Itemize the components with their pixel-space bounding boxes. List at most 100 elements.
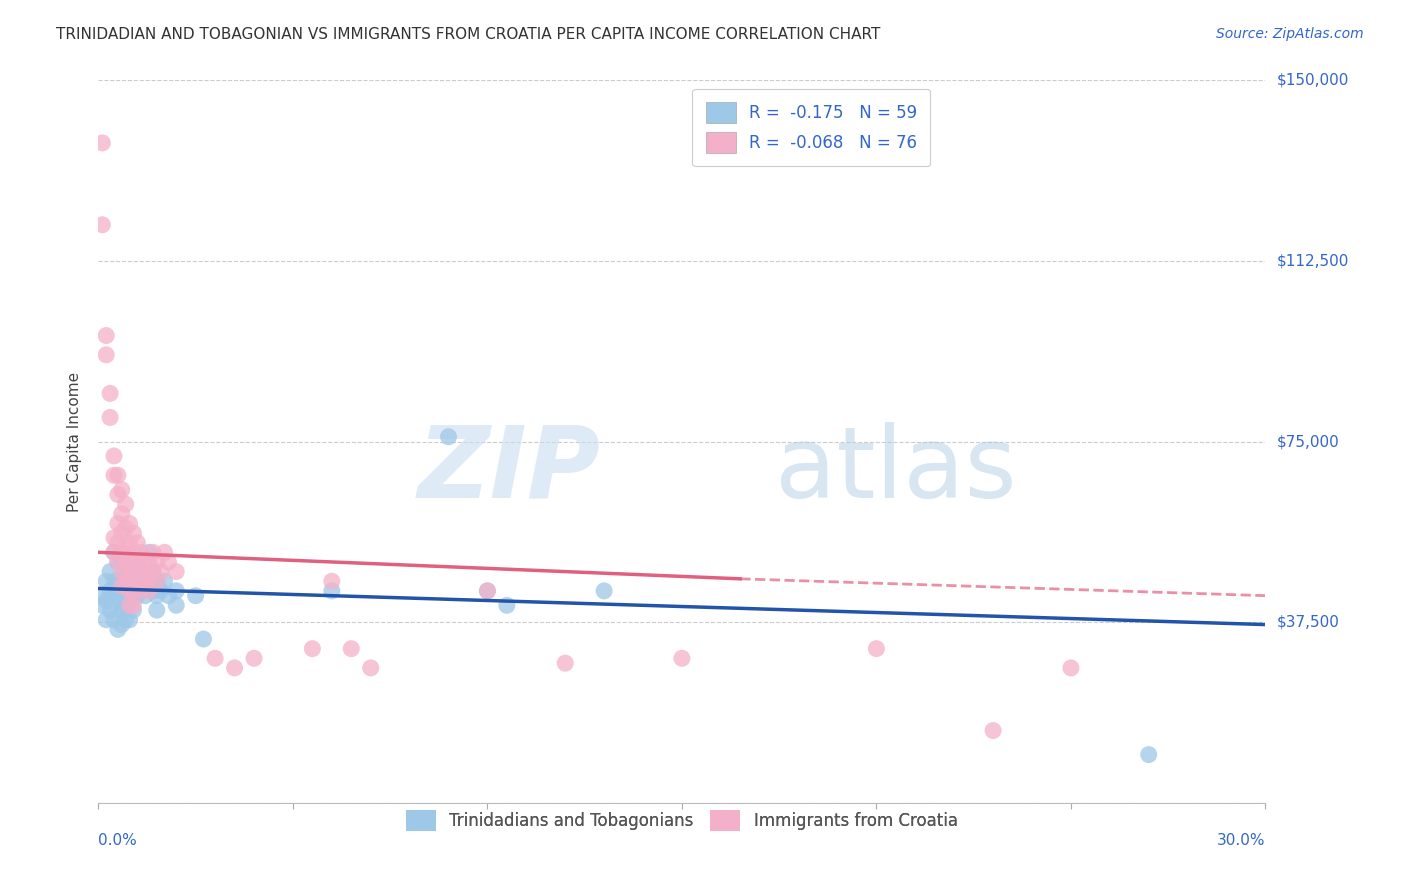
Point	[301, 641, 323, 656]
Point	[118, 565, 141, 579]
Point	[204, 651, 226, 665]
Point	[103, 589, 125, 603]
Point	[98, 410, 121, 425]
Point	[107, 603, 129, 617]
Point	[865, 641, 887, 656]
Point	[122, 583, 145, 598]
Point	[114, 565, 136, 579]
Point	[118, 593, 141, 607]
Text: ZIP: ZIP	[418, 422, 600, 519]
Point	[91, 136, 114, 150]
Point	[111, 603, 134, 617]
Point	[107, 574, 129, 589]
Text: 30.0%: 30.0%	[1218, 833, 1265, 848]
Point	[1137, 747, 1160, 762]
Text: $150,000: $150,000	[1277, 73, 1348, 87]
Point	[437, 430, 460, 444]
Point	[321, 574, 343, 589]
Text: $37,500: $37,500	[1277, 615, 1340, 630]
Point	[114, 555, 136, 569]
Point	[107, 535, 129, 549]
Point	[118, 599, 141, 613]
Point	[340, 641, 363, 656]
Point	[103, 574, 125, 589]
Point	[111, 579, 134, 593]
Point	[122, 603, 145, 617]
Point	[149, 583, 172, 598]
Point	[96, 613, 118, 627]
Point	[138, 545, 160, 559]
Text: atlas: atlas	[775, 422, 1017, 519]
Point	[107, 516, 129, 531]
Point	[127, 555, 149, 569]
Point	[103, 545, 125, 559]
Point	[127, 589, 149, 603]
Point	[114, 613, 136, 627]
Point	[127, 574, 149, 589]
Point	[138, 574, 160, 589]
Point	[114, 599, 136, 613]
Point	[138, 555, 160, 569]
Point	[118, 583, 141, 598]
Point	[1060, 661, 1083, 675]
Point	[157, 555, 180, 569]
Point	[224, 661, 246, 675]
Point	[98, 565, 121, 579]
Legend: Trinidadians and Tobagonians, Immigrants from Croatia: Trinidadians and Tobagonians, Immigrants…	[399, 803, 965, 838]
Y-axis label: Per Capita Income: Per Capita Income	[67, 371, 83, 512]
Point	[122, 574, 145, 589]
Point	[360, 661, 382, 675]
Point	[477, 583, 499, 598]
Point	[127, 574, 149, 589]
Point	[554, 656, 576, 670]
Point	[165, 583, 187, 598]
Point	[157, 589, 180, 603]
Point	[122, 565, 145, 579]
Point	[98, 583, 121, 598]
Point	[129, 565, 152, 579]
Point	[111, 555, 134, 569]
Point	[193, 632, 215, 646]
Point	[127, 555, 149, 569]
Point	[146, 574, 169, 589]
Point	[129, 565, 152, 579]
Point	[122, 589, 145, 603]
Point	[142, 545, 165, 559]
Point	[134, 555, 156, 569]
Point	[111, 483, 134, 497]
Point	[165, 565, 187, 579]
Point	[111, 589, 134, 603]
Point	[111, 574, 134, 589]
Point	[111, 565, 134, 579]
Point	[122, 599, 145, 613]
Point	[321, 583, 343, 598]
Point	[114, 541, 136, 555]
Point	[134, 565, 156, 579]
Point	[146, 555, 169, 569]
Point	[138, 583, 160, 598]
Point	[165, 599, 187, 613]
Point	[96, 593, 118, 607]
Point	[118, 535, 141, 549]
Point	[153, 545, 176, 559]
Point	[118, 516, 141, 531]
Point	[142, 583, 165, 598]
Point	[91, 599, 114, 613]
Point	[129, 583, 152, 598]
Point	[111, 526, 134, 541]
Point	[153, 574, 176, 589]
Point	[103, 613, 125, 627]
Point	[184, 589, 207, 603]
Point	[496, 599, 519, 613]
Point	[107, 468, 129, 483]
Point	[146, 603, 169, 617]
Point	[146, 574, 169, 589]
Point	[122, 526, 145, 541]
Point	[96, 328, 118, 343]
Text: $75,000: $75,000	[1277, 434, 1340, 449]
Point	[981, 723, 1004, 738]
Point	[103, 468, 125, 483]
Point	[111, 545, 134, 559]
Point	[243, 651, 266, 665]
Point	[149, 565, 172, 579]
